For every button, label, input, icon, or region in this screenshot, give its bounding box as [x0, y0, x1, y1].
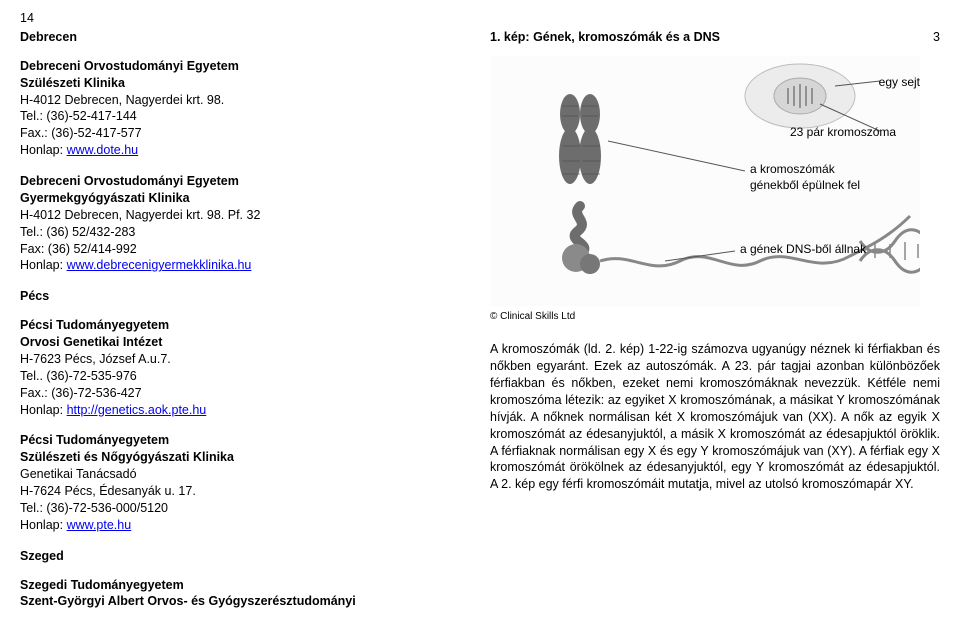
uni3-web-link[interactable]: http://genetics.aok.pte.hu [67, 403, 207, 417]
annot-cell: egy sejt [879, 74, 920, 90]
uni2-address: H-4012 Debrecen, Nagyerdei krt. 98. Pf. … [20, 207, 460, 224]
annot-chromo: a kromoszómák génekből épülnek fel [750, 161, 860, 193]
uni4-web-line: Honlap: www.pte.hu [20, 517, 460, 534]
page-number-right: 3 [933, 29, 940, 52]
uni4-tel: Tel.: (36)-72-536-000/5120 [20, 500, 460, 517]
uni2-fax: Fax: (36) 52/414-992 [20, 241, 460, 258]
uni1-fax: Fax.: (36)-52-417-577 [20, 125, 460, 142]
uni1-tel: Tel.: (36)-52-417-144 [20, 108, 460, 125]
city-heading-szeged: Szeged [20, 548, 460, 565]
city-heading-pecs: Pécs [20, 288, 460, 305]
right-column: 1. kép: Gének, kromoszómák és a DNS 3 [490, 29, 940, 610]
uni2-web-link[interactable]: www.debrecenigyermekklinika.hu [67, 258, 252, 272]
uni1-clinic: Szülészeti Klinika [20, 75, 460, 92]
left-column: Debrecen Debreceni Orvostudományi Egyete… [20, 29, 460, 610]
uni1-address: H-4012 Debrecen, Nagyerdei krt. 98. [20, 92, 460, 109]
uni2-tel: Tel.: (36) 52/432-283 [20, 224, 460, 241]
uni1-web-link[interactable]: www.dote.hu [67, 143, 139, 157]
uni4-web-link[interactable]: www.pte.hu [67, 518, 132, 532]
uni3-web-line: Honlap: http://genetics.aok.pte.hu [20, 402, 460, 419]
uni4-name: Pécsi Tudományegyetem [20, 432, 460, 449]
uni5-name: Szegedi Tudományegyetem [20, 577, 460, 594]
figure-copyright: © Clinical Skills Ltd [490, 310, 940, 324]
uni1-name: Debreceni Orvostudományi Egyetem [20, 58, 460, 75]
annot-genes: a gének DNS-ből állnak [740, 241, 866, 257]
page-number-left: 14 [20, 10, 34, 27]
uni2-web-line: Honlap: www.debrecenigyermekklinika.hu [20, 257, 460, 274]
uni4-address: H-7624 Pécs, Édesanyák u. 17. [20, 483, 460, 500]
uni2-clinic: Gyermekgyógyászati Klinika [20, 190, 460, 207]
uni3-address: H-7623 Pécs, József A.u.7. [20, 351, 460, 368]
figure-diagram: egy sejt 23 pár kromoszóma a kromoszómák… [490, 56, 920, 306]
uni3-tel: Tel.. (36)-72-535-976 [20, 368, 460, 385]
annot-pairs: 23 pár kromoszóma [790, 124, 896, 140]
uni2-name: Debreceni Orvostudományi Egyetem [20, 173, 460, 190]
uni1-web-line: Honlap: www.dote.hu [20, 142, 460, 159]
uni3-fax: Fax.: (36)-72-536-427 [20, 385, 460, 402]
uni4-sub: Genetikai Tanácsadó [20, 466, 460, 483]
uni4-clinic: Szülészeti és Nőgyógyászati Klinika [20, 449, 460, 466]
body-paragraph: A kromoszómák (ld. 2. kép) 1-22-ig számo… [490, 341, 940, 493]
uni3-clinic: Orvosi Genetikai Intézet [20, 334, 460, 351]
figure-title: 1. kép: Gének, kromoszómák és a DNS [490, 29, 720, 46]
uni3-name: Pécsi Tudományegyetem [20, 317, 460, 334]
city-heading-debrecen: Debrecen [20, 29, 460, 46]
uni5-clinic: Szent-Györgyi Albert Orvos- és Gyógyszer… [20, 593, 460, 610]
